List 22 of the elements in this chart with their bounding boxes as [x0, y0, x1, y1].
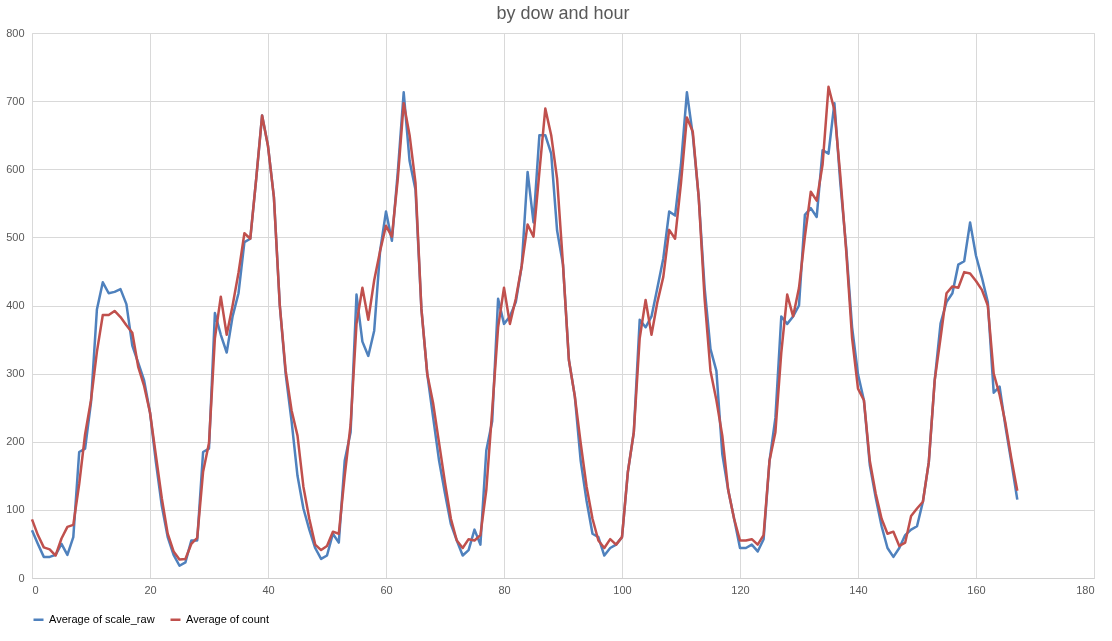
y-tick-label: 100	[6, 503, 25, 516]
y-tick-label: 200	[6, 435, 25, 448]
y-tick-label: 800	[6, 26, 25, 39]
legend-label: Average of scale_raw	[49, 612, 155, 625]
chart-title: by dow and hour	[496, 3, 630, 23]
x-tick-label: 40	[262, 583, 275, 596]
x-tick-label: 140	[849, 583, 868, 596]
x-tick-label: 100	[613, 583, 632, 596]
y-tick-label: 0	[18, 571, 25, 584]
x-tick-label: 20	[144, 583, 157, 596]
x-tick-label: 120	[731, 583, 750, 596]
y-tick-label: 600	[6, 162, 25, 175]
x-tick-label: 60	[380, 583, 393, 596]
x-tick-label: 160	[967, 583, 986, 596]
y-tick-label: 700	[6, 94, 25, 107]
legend-label: Average of count	[186, 612, 269, 625]
x-tick-label: 80	[498, 583, 511, 596]
y-tick-label: 500	[6, 230, 25, 243]
x-tick-label: 0	[32, 583, 39, 596]
y-tick-label: 300	[6, 367, 25, 380]
y-tick-label: 400	[6, 299, 25, 311]
x-tick-label: 180	[1076, 583, 1095, 596]
